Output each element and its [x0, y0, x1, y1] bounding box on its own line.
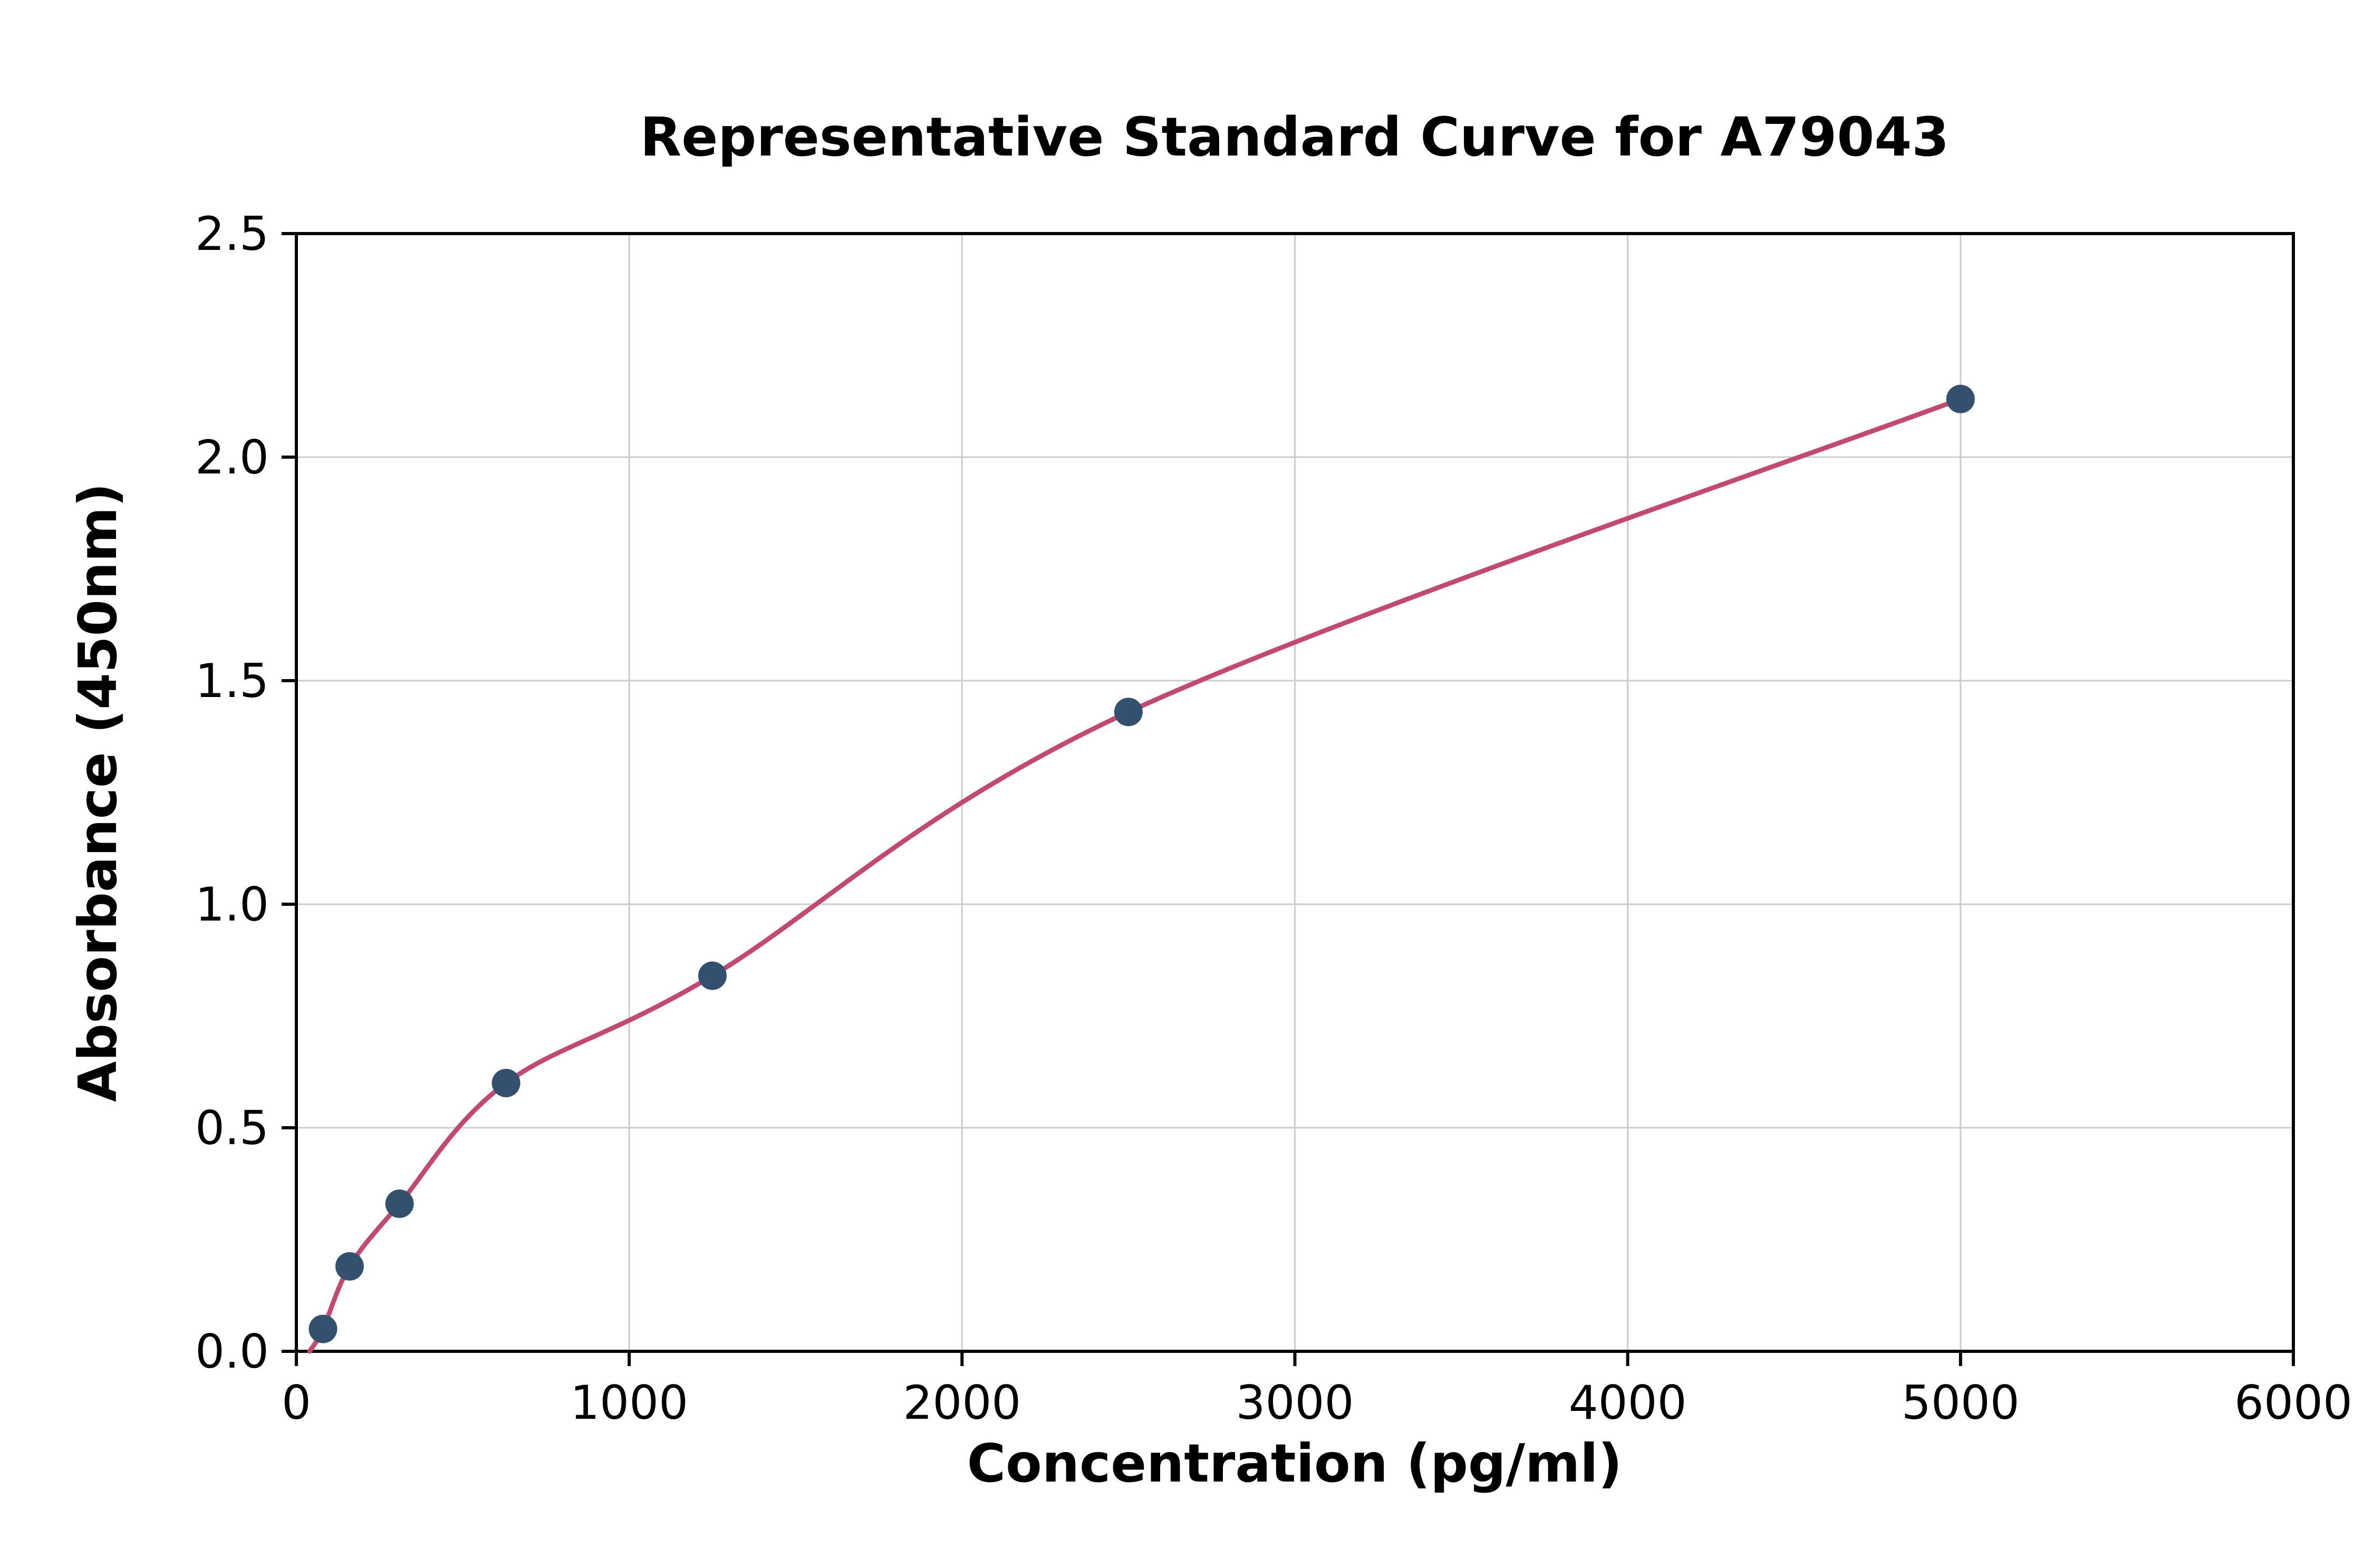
x-tick-label: 3000 [1236, 1376, 1354, 1430]
axis-ticks [282, 232, 2295, 1366]
data-point [698, 961, 727, 990]
x-tick-label: 6000 [2234, 1376, 2352, 1430]
x-tick-label: 1000 [570, 1376, 688, 1430]
gridlines [296, 234, 2293, 1351]
y-tick-label: 2.0 [195, 430, 269, 485]
data-points [308, 384, 1975, 1343]
x-tick-label: 5000 [1902, 1376, 2020, 1430]
data-point [385, 1189, 414, 1218]
y-tick-label: 2.5 [195, 207, 269, 261]
fit-curve-line [307, 396, 1963, 1354]
data-point [1114, 698, 1143, 727]
y-tick-label: 1.5 [195, 654, 269, 708]
x-tick-label: 2000 [903, 1376, 1021, 1430]
y-tick-label: 1.0 [195, 877, 269, 932]
chart-title: Representative Standard Curve for A79043 [640, 106, 1950, 169]
tick-labels: 0 1000 2000 3000 4000 5000 6000 0.0 0.5 1.0 1.5 2.0… [195, 207, 2352, 1430]
x-axis-label: Concentration (pg/ml) [967, 1433, 1623, 1494]
x-tick-label: 4000 [1569, 1376, 1687, 1430]
y-axis-label: Absorbance (450nm) [67, 483, 129, 1102]
y-tick-label: 0.5 [195, 1101, 269, 1155]
data-point [1946, 384, 1975, 413]
data-point [335, 1252, 364, 1281]
y-tick-label: 0.0 [195, 1324, 269, 1379]
data-point [491, 1069, 520, 1098]
x-tick-label: 0 [282, 1376, 311, 1430]
data-point [308, 1314, 337, 1343]
